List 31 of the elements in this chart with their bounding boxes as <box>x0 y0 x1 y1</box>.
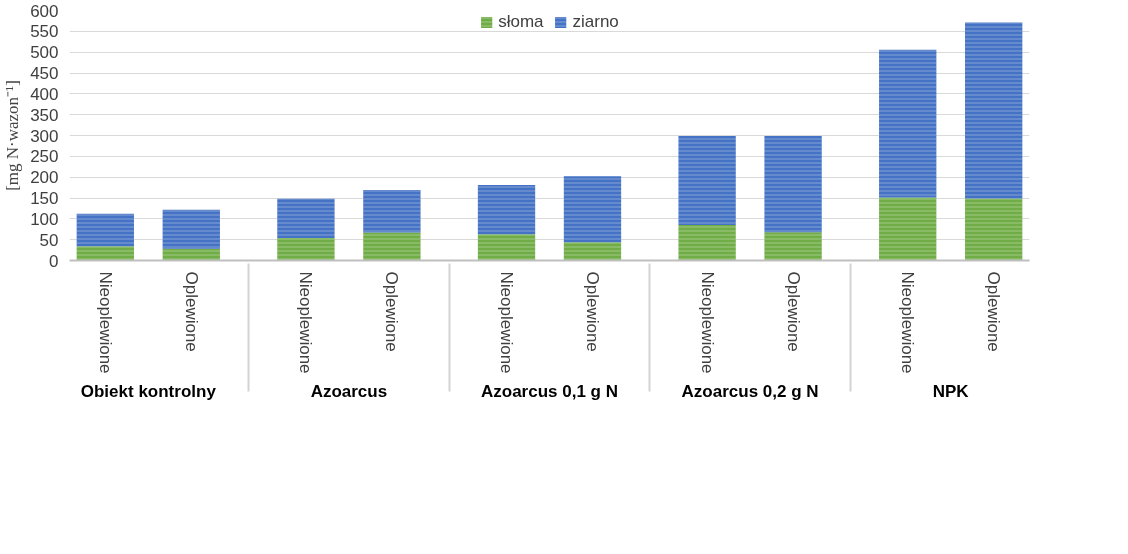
x-tick-label: Oplewione <box>984 271 1004 352</box>
y-tick-label: 150 <box>30 189 59 208</box>
y-tick-label: 250 <box>30 147 59 167</box>
text: Azoarcus 0,2 g N <box>681 381 819 401</box>
x-tick-label: Nieoplewione <box>697 271 717 374</box>
y-axis-title: [mg N·wazon⁻¹] <box>3 80 23 191</box>
x-tick-label: Oplewione <box>382 271 402 352</box>
x-tick-label: Oplewione <box>181 271 201 352</box>
y-tick-label: 100 <box>30 209 59 229</box>
y-tick-label: 200 <box>30 168 59 188</box>
text: Azoarcus <box>310 381 388 401</box>
y-tick-label: 350 <box>30 105 59 125</box>
text: NPK <box>932 381 970 401</box>
x-tick-label: Oplewione <box>582 271 602 352</box>
x-tick-label: Oplewione <box>783 271 803 352</box>
y-tick-label: 50 <box>39 230 59 250</box>
x-tick-label: Nieoplewione <box>296 271 316 374</box>
y-tick-label: 450 <box>30 64 59 83</box>
legend-label: słoma <box>498 12 544 32</box>
y-tick-label: 550 <box>30 22 59 42</box>
text: Azoarcus 0,1 g N <box>481 381 619 401</box>
y-tick-label: 400 <box>30 84 59 104</box>
y-tick-label: 600 <box>30 1 59 21</box>
x-tick-label: Nieoplewione <box>95 271 115 374</box>
text: Obiekt kontrolny <box>80 381 217 401</box>
x-tick-label: Nieoplewione <box>898 271 918 374</box>
legend-label: ziarno <box>572 12 619 32</box>
y-tick-label: 0 <box>49 251 59 271</box>
y-tick-label: 500 <box>30 43 59 63</box>
y-tick-label: 300 <box>30 126 59 146</box>
x-tick-label: Nieoplewione <box>497 271 517 374</box>
